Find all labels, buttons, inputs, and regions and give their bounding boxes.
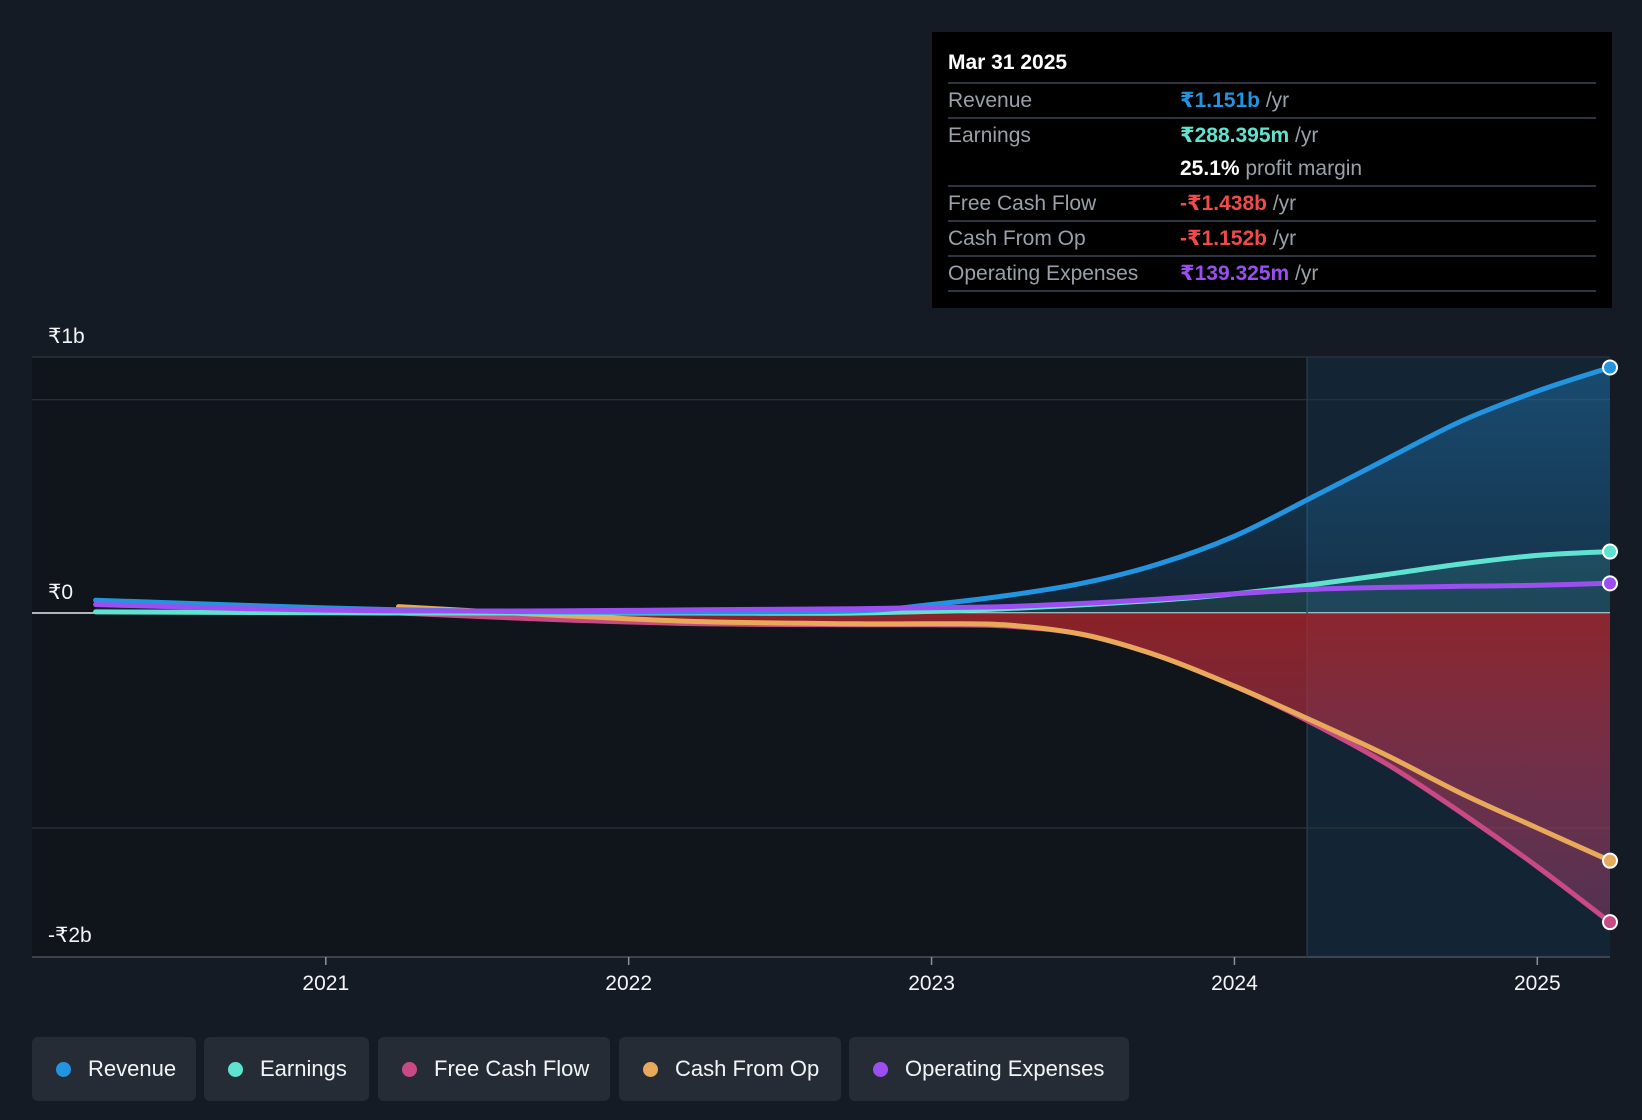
legend-dot-icon <box>402 1062 417 1077</box>
legend-dot-icon <box>56 1062 71 1077</box>
legend-item-cash-from-op[interactable]: Cash From Op <box>619 1037 841 1101</box>
x-tick-label: 2025 <box>1514 972 1561 995</box>
tooltip-label: Revenue <box>948 89 1033 112</box>
tooltip-unit: /yr <box>1266 192 1297 215</box>
tooltip-value: 25.1% <box>1180 157 1240 180</box>
legend-label: Free Cash Flow <box>434 1056 590 1081</box>
series-areas <box>95 367 1611 923</box>
x-tick-label: 2022 <box>605 972 652 995</box>
tooltip-unit: /yr <box>1266 227 1297 250</box>
tooltip-label: Operating Expenses <box>948 262 1139 285</box>
tooltip-label: Cash From Op <box>948 227 1086 250</box>
tooltip: Mar 31 2025 Revenue ₹1.151b /yr Earnings… <box>932 32 1612 308</box>
legend-label: Earnings <box>260 1056 347 1081</box>
tooltip-unit: /yr <box>1260 89 1290 112</box>
tooltip-value: ₹288.395m <box>1180 124 1290 147</box>
x-tick-label: 2021 <box>302 972 349 995</box>
earnings-area <box>95 551 1611 614</box>
legend-item-earnings[interactable]: Earnings <box>204 1037 369 1101</box>
tooltip-value: -₹1.152b <box>1180 227 1267 250</box>
tooltip-divider <box>948 290 1596 292</box>
legend-dot-icon <box>873 1062 888 1077</box>
y-tick-label: -₹2b <box>48 924 92 947</box>
revenue-endpoint <box>1602 359 1618 376</box>
x-axis: 2021 2022 2023 2024 2025 <box>302 957 1561 995</box>
tooltip-row-operating-expenses: Operating Expenses ₹139.325m /yr <box>948 255 1596 290</box>
tooltip-label: Earnings <box>948 124 1031 147</box>
y-tick-label: ₹0 <box>48 581 73 604</box>
tooltip-unit: /yr <box>1289 262 1319 285</box>
y-tick-label: ₹1b <box>48 325 85 348</box>
past-region-shade <box>32 357 1308 957</box>
free-cash-flow-endpoint <box>1602 914 1618 931</box>
y-axis: ₹1b ₹0 -₹2b <box>48 325 92 947</box>
legend-item-free-cash-flow[interactable]: Free Cash Flow <box>378 1037 610 1101</box>
earnings-endpoint <box>1602 543 1618 560</box>
x-tick-label: 2024 <box>1211 972 1258 995</box>
legend-label: Operating Expenses <box>905 1056 1105 1081</box>
legend-dot-icon <box>643 1062 658 1077</box>
legend-label: Revenue <box>88 1056 177 1081</box>
cash-from-op-line <box>396 604 1613 864</box>
tooltip-row-revenue: Revenue ₹1.151b /yr <box>948 82 1596 117</box>
tooltip-label: Free Cash Flow <box>948 192 1097 215</box>
series-endpoints <box>1602 359 1618 931</box>
free-cash-flow-area <box>398 613 1611 923</box>
legend-label: Cash From Op <box>675 1056 820 1081</box>
legend-dot-icon <box>228 1062 243 1077</box>
operating-expenses-endpoint <box>1602 575 1618 592</box>
tooltip-value: -₹1.438b <box>1180 192 1267 215</box>
tooltip-row-profit-margin: 25.1% profit margin <box>948 152 1596 185</box>
tooltip-row-cash-from-op: Cash From Op -₹1.152b /yr <box>948 220 1596 255</box>
tooltip-date: Mar 31 2025 <box>948 51 1068 74</box>
tooltip-unit: profit margin <box>1239 157 1363 180</box>
tooltip-row-earnings: Earnings ₹288.395m /yr <box>948 117 1596 152</box>
tooltip-value: ₹139.325m <box>1180 262 1290 285</box>
revenue-area <box>95 367 1611 613</box>
operating-expenses-line <box>93 580 1613 614</box>
tooltip-unit: /yr <box>1289 124 1319 147</box>
series-lines <box>93 365 1613 925</box>
legend-item-operating-expenses[interactable]: Operating Expenses <box>849 1037 1129 1101</box>
cash-from-op-endpoint <box>1602 852 1618 869</box>
x-tick-label: 2023 <box>908 972 955 995</box>
tooltip-value: ₹1.151b <box>1180 89 1260 112</box>
legend-item-revenue[interactable]: Revenue <box>32 1037 196 1101</box>
chart: ₹1b ₹0 -₹2b 2021 2022 2023 2024 2025 <box>32 325 1618 995</box>
tooltip-row-free-cash-flow: Free Cash Flow -₹1.438b /yr <box>948 185 1596 220</box>
